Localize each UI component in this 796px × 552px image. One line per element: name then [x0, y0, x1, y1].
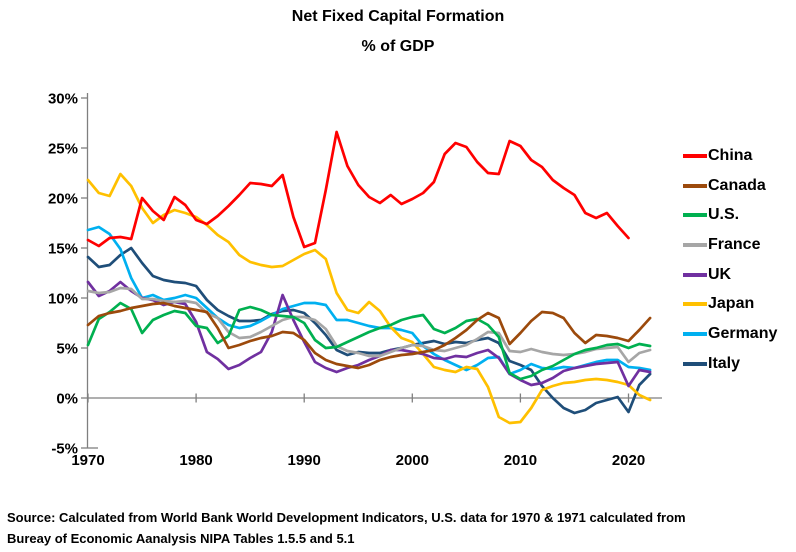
legend-item-uk: UK — [683, 260, 777, 290]
y-axis-tick-label: 10% — [48, 291, 78, 308]
source-line-2: Bureay of Economic Aanalysis NIPA Tables… — [7, 531, 355, 546]
legend-item-france: France — [683, 230, 777, 260]
y-axis-tick-label: 5% — [56, 341, 78, 358]
legend-swatch — [683, 242, 707, 247]
legend-swatch — [683, 213, 707, 218]
legend-swatch — [683, 272, 707, 277]
y-axis-tick-label: 0% — [56, 391, 78, 408]
legend-label: Canada — [708, 176, 766, 194]
series-line-japan — [86, 172, 652, 425]
y-axis-tick-label: 25% — [48, 141, 78, 158]
legend-label: U.S. — [708, 206, 740, 224]
y-axis-tick-label: 20% — [48, 191, 78, 208]
legend-swatch — [683, 183, 707, 188]
x-axis-tick-label: 2020 — [612, 452, 645, 469]
series-line-germany — [86, 225, 652, 376]
x-axis-tick-label: 1990 — [288, 452, 321, 469]
y-axis-tick-label: -5% — [51, 441, 78, 458]
series-line-uk — [86, 280, 652, 388]
legend-item-canada: Canada — [683, 171, 777, 201]
legend-item-italy: Italy — [683, 349, 777, 379]
series-line-italy — [86, 246, 652, 415]
series-line-us — [86, 301, 652, 381]
series-line-china — [86, 130, 630, 249]
y-axis-tick-label: 30% — [48, 91, 78, 108]
x-axis-tick-label: 2010 — [504, 452, 537, 469]
chart-title: Net Fixed Capital Formation — [291, 8, 505, 25]
legend-swatch — [683, 153, 707, 158]
legend-swatch — [683, 361, 707, 366]
source-note: Source: Calculated from World Bank World… — [7, 507, 795, 549]
series-line-canada — [86, 301, 652, 370]
source-line-1: Source: Calculated from World Bank World… — [7, 510, 686, 525]
legend-item-germany: Germany — [683, 319, 777, 349]
legend-label: China — [708, 146, 753, 164]
legend-label: Germany — [708, 324, 778, 342]
legend-item-china: China — [683, 141, 777, 171]
legend-label: UK — [708, 265, 732, 283]
x-axis-tick-label: 1970 — [71, 452, 104, 469]
legend-item-us: U.S. — [683, 200, 777, 230]
legend-swatch — [683, 302, 707, 307]
legend-swatch — [683, 331, 707, 336]
chart-subtitle: % of GDP — [361, 38, 435, 55]
series-line-france — [86, 286, 652, 364]
chart-legend: China Canada U.S. France UK Japan Germany Italy — [683, 141, 777, 379]
x-axis-tick-label: 2000 — [396, 452, 429, 469]
y-axis-tick-label: 15% — [48, 241, 78, 258]
legend-label: France — [708, 235, 761, 253]
x-axis-tick-label: 1980 — [179, 452, 212, 469]
legend-label: Italy — [708, 354, 741, 372]
legend-label: Japan — [708, 295, 755, 313]
legend-item-japan: Japan — [683, 289, 777, 319]
